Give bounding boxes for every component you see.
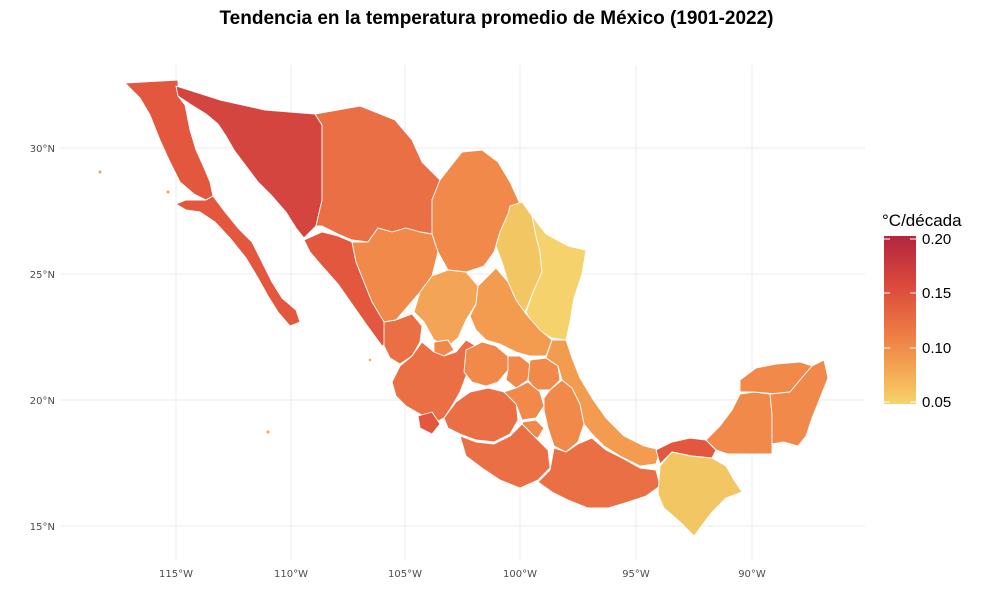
island (98, 170, 102, 174)
state-michoacan[interactable] (443, 387, 519, 443)
legend-label: 0.05 (922, 394, 951, 411)
lon-tick-label: 115°W (159, 569, 193, 580)
states (124, 79, 829, 537)
state-queretaro[interactable] (505, 355, 531, 389)
legend-label: 0.20 (922, 231, 951, 248)
lon-tick-label: 95°W (622, 569, 650, 580)
state-oaxaca[interactable] (537, 437, 661, 509)
state-colima[interactable] (417, 411, 441, 435)
state-zacatecas[interactable] (413, 269, 479, 347)
lon-tick-label: 100°W (503, 569, 537, 580)
lon-tick-label: 105°W (388, 569, 422, 580)
state-aguascalientes[interactable] (433, 339, 455, 357)
map-title: Tendencia en la temperatura promedio de … (219, 8, 774, 29)
state-guanajuato[interactable] (463, 341, 509, 387)
island (368, 358, 372, 362)
state-veracruz[interactable] (545, 339, 661, 467)
lat-tick-labels: 30°N 25°N 20°N 15°N (30, 144, 55, 533)
state-guerrero[interactable] (459, 423, 551, 489)
lon-tick-label: 90°W (738, 569, 766, 580)
legend-title: °C/década (882, 211, 962, 230)
legend-colorbar (884, 236, 916, 404)
state-tabasco[interactable] (655, 437, 717, 465)
islands (98, 170, 372, 434)
state-jalisco[interactable] (391, 339, 477, 425)
lat-tick-label: 15°N (30, 522, 55, 533)
state-tamaulipas[interactable] (525, 215, 587, 341)
legend-label: 0.15 (922, 285, 951, 302)
state-campeche[interactable] (705, 391, 773, 455)
lat-tick-label: 30°N (30, 144, 55, 155)
state-chiapas[interactable] (657, 451, 743, 537)
state-san-luis-potosi[interactable] (469, 267, 553, 357)
state-quintana-roo[interactable] (769, 359, 829, 447)
island (266, 430, 270, 434)
lon-tick-label: 110°W (274, 569, 308, 580)
legend-ticks (884, 238, 916, 403)
legend-label: 0.10 (922, 340, 951, 357)
lat-tick-label: 25°N (30, 270, 55, 281)
state-nayarit[interactable] (383, 313, 423, 365)
state-chihuahua[interactable] (314, 105, 441, 243)
state-baja-california-sur[interactable] (175, 195, 301, 327)
lat-tick-label: 20°N (30, 396, 55, 407)
island (166, 190, 170, 194)
lon-tick-labels: 115°W 110°W 105°W 100°W 95°W 90°W (159, 569, 766, 580)
legend: °C/década 0.20 (882, 211, 962, 411)
